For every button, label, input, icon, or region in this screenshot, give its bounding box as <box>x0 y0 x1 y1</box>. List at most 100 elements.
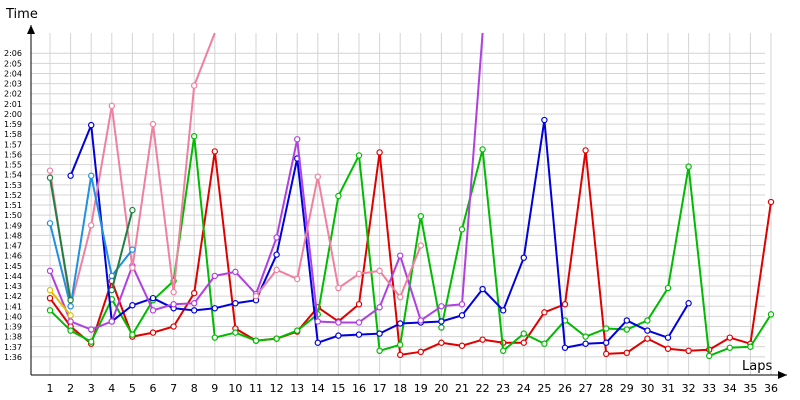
y-tick-label: 2:06 <box>4 49 22 58</box>
data-point <box>623 317 631 324</box>
data-point <box>232 268 239 276</box>
y-tick-label: 1:50 <box>4 211 22 220</box>
data-point <box>644 327 651 334</box>
data-point <box>541 309 548 316</box>
y-tick-label: 2:02 <box>4 90 22 99</box>
series-2 <box>46 133 775 360</box>
x-tick-label: 26 <box>558 382 572 395</box>
data-point <box>335 332 342 339</box>
data-point <box>355 152 363 159</box>
data-point <box>747 343 754 350</box>
data-point <box>273 335 280 342</box>
x-tick-label: 7 <box>170 382 177 395</box>
data-point <box>520 339 528 346</box>
data-point <box>87 172 95 179</box>
x-tick-label: 10 <box>228 382 242 395</box>
data-point <box>438 339 445 346</box>
data-point <box>170 288 177 296</box>
y-tick-label: 1:42 <box>4 292 22 301</box>
series-1 <box>46 147 775 359</box>
x-tick-label: 32 <box>682 382 696 395</box>
data-point <box>211 305 218 312</box>
data-point <box>644 317 651 324</box>
data-point <box>623 326 631 333</box>
data-point <box>417 348 424 356</box>
data-point <box>108 102 116 110</box>
data-point <box>129 246 136 253</box>
data-point <box>582 340 589 347</box>
series-7 <box>46 174 136 304</box>
data-point <box>726 344 734 351</box>
data-point <box>294 327 301 334</box>
series-line <box>110 209 134 291</box>
y-axis-label: Time <box>5 7 38 22</box>
data-point <box>67 297 74 304</box>
x-tick-label: 22 <box>476 382 490 395</box>
x-tick-label: 16 <box>352 382 366 395</box>
axes <box>27 25 787 379</box>
x-tick-label: 23 <box>496 382 510 395</box>
data-point <box>479 336 486 343</box>
data-point <box>685 300 692 307</box>
y-tick-label: 1:47 <box>4 242 22 251</box>
series-line <box>49 149 772 356</box>
data-point <box>190 289 198 297</box>
data-point <box>438 318 445 325</box>
data-point <box>108 318 116 325</box>
data-point <box>149 307 157 314</box>
data-point <box>355 270 363 278</box>
data-point <box>149 329 157 336</box>
x-tick-label: 28 <box>599 382 613 395</box>
data-point <box>211 148 218 155</box>
x-tick-label: 1 <box>47 382 54 395</box>
data-point <box>376 149 383 156</box>
x-tick-label: 5 <box>129 382 136 395</box>
data-point <box>232 300 239 307</box>
data-point <box>335 284 342 292</box>
data-point <box>664 284 672 292</box>
data-point <box>252 292 260 300</box>
x-axis-arrow <box>778 371 787 379</box>
data-point <box>458 301 466 308</box>
data-point <box>46 167 54 174</box>
data-point <box>767 311 775 318</box>
data-point <box>417 212 424 220</box>
data-point <box>129 331 136 338</box>
y-tick-label: 1:40 <box>4 312 22 321</box>
data-point <box>232 329 239 336</box>
data-point <box>520 330 528 337</box>
data-point <box>190 82 198 89</box>
data-point <box>46 286 54 294</box>
data-point <box>67 318 74 325</box>
data-point <box>603 325 610 332</box>
data-point <box>355 319 363 326</box>
data-point <box>314 339 321 346</box>
x-tick-label: 12 <box>270 382 284 395</box>
data-point <box>46 174 54 181</box>
y-tick-labels: 1:361:371:381:39 1:401:411:421:431:441:45… <box>4 49 22 362</box>
x-tick-label: 13 <box>290 382 304 395</box>
data-point <box>561 301 569 308</box>
x-tick-label: 6 <box>150 382 157 395</box>
y-tick-label: 1:59 <box>4 120 22 129</box>
data-point <box>87 121 95 129</box>
series-5 <box>46 32 424 310</box>
y-tick-label: 1:45 <box>4 262 22 271</box>
data-point <box>458 342 466 349</box>
x-tick-label: 15 <box>331 382 345 395</box>
data-point <box>561 344 569 351</box>
data-point <box>46 294 54 302</box>
data-point <box>706 352 713 360</box>
y-tick-label: 1:39 <box>4 323 22 332</box>
data-point <box>355 301 363 308</box>
y-tick-label: 1:49 <box>4 221 22 230</box>
series-line <box>49 289 72 317</box>
data-point <box>190 133 198 140</box>
y-tick-label: 2:04 <box>4 69 22 78</box>
x-tick-label: 34 <box>723 382 737 395</box>
x-tick-label: 21 <box>455 382 469 395</box>
y-tick-label: 1:37 <box>4 343 22 352</box>
y-tick-label: 1:43 <box>4 282 22 291</box>
y-tick-label: 1:56 <box>4 150 22 159</box>
